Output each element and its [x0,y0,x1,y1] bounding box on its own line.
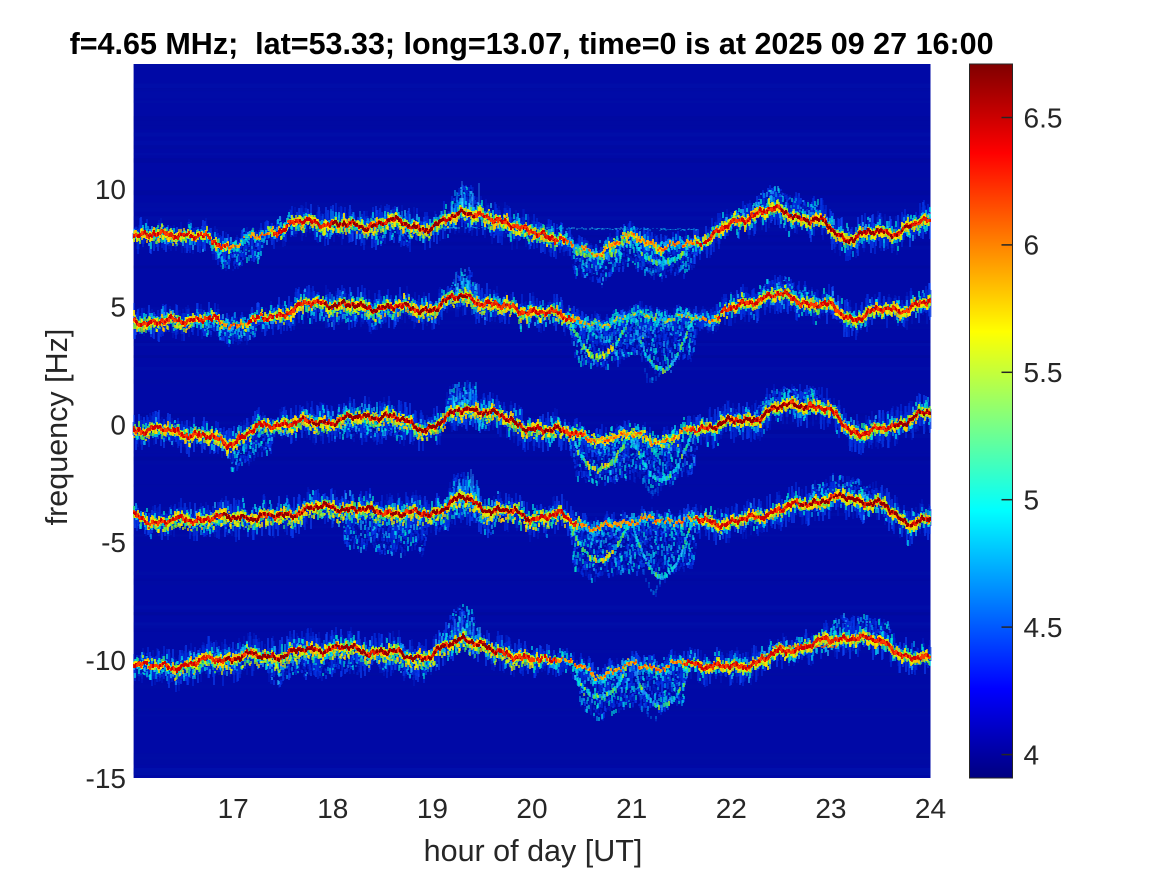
svg-text:24: 24 [915,793,946,824]
svg-text:6.5: 6.5 [1024,102,1063,133]
svg-text:hour of day [UT]: hour of day [UT] [424,834,643,868]
svg-text:-5: -5 [101,527,126,558]
svg-text:4: 4 [1024,739,1040,770]
svg-text:-15: -15 [86,763,126,794]
svg-text:-10: -10 [86,645,126,676]
svg-text:21: 21 [616,793,647,824]
svg-text:5: 5 [1024,485,1040,516]
svg-text:22: 22 [716,793,747,824]
svg-text:4.5: 4.5 [1024,612,1063,643]
svg-text:5: 5 [110,292,126,323]
svg-text:f=4.65 MHz; lat=53.33; long=1: f=4.65 MHz; lat=53.33; long=13.07, time=… [70,27,994,61]
svg-text:20: 20 [516,793,547,824]
svg-text:6: 6 [1024,230,1040,261]
svg-text:0: 0 [110,409,126,440]
svg-text:17: 17 [218,793,249,824]
svg-text:23: 23 [815,793,846,824]
svg-text:5.5: 5.5 [1024,357,1063,388]
svg-text:18: 18 [317,793,348,824]
svg-text:frequency [Hz]: frequency [Hz] [40,329,74,526]
svg-text:19: 19 [417,793,448,824]
svg-text:10: 10 [95,174,126,205]
